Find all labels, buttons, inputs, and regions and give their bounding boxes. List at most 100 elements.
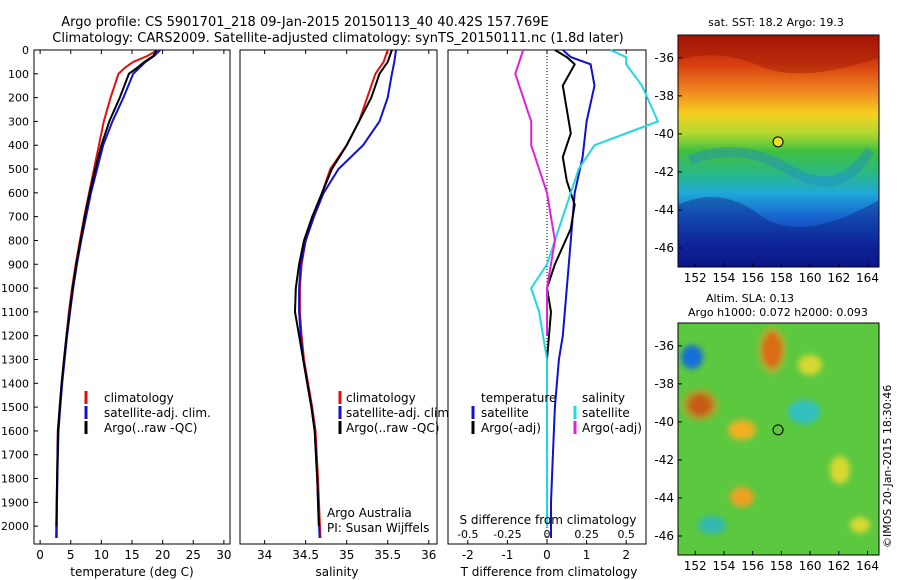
legend-label-t-argo: Argo(-adj) (481, 421, 541, 435)
x-tick-label: 10 (94, 548, 109, 562)
s-tick-label: 0.25 (574, 528, 599, 541)
lat-tick-label: -38 (654, 377, 674, 391)
series-line-3 (514, 49, 556, 336)
s-tick-label: 0.5 (617, 528, 635, 541)
x-tick-label: 15 (124, 548, 139, 562)
sst-map-title: sat. SST: 18.2 Argo: 19.3 (708, 16, 844, 29)
difference-xlabel: T difference from climatology (460, 565, 638, 579)
y-tick-label: 1500 (1, 401, 29, 414)
legend-title-salinity: salinity (582, 391, 625, 405)
lat-tick-label: -46 (654, 529, 674, 543)
legend-label-climatology: climatology (346, 391, 416, 405)
temperature-lines (55, 49, 161, 539)
x-tick-label: 2 (622, 548, 630, 562)
difference-legend: temperature satellite Argo(-adj) salinit… (471, 391, 642, 435)
y-tick-label: 600 (8, 187, 29, 200)
lon-tick-label: 164 (856, 559, 879, 573)
x-tick-label: 25 (186, 548, 201, 562)
x-tick-label: 35 (339, 548, 354, 562)
argo-position-marker (772, 136, 784, 148)
sst-map-field (677, 34, 880, 268)
sst-map-texture (678, 35, 879, 267)
salinity-lines (293, 49, 397, 539)
y-tick-label: 200 (8, 92, 29, 105)
difference-s-ticklabels: -0.5 -0.25 0 0.25 0.5 (457, 528, 635, 541)
salinity-legend: climatology satellite-adj. clim. Argo(..… (338, 391, 453, 435)
x-tick-label: -1 (501, 548, 513, 562)
x-tick-label: 34.5 (292, 548, 319, 562)
legend-label-s-satellite: satellite (582, 406, 630, 420)
y-tick-label: 100 (8, 68, 29, 81)
lon-tick-label: 162 (827, 559, 850, 573)
imos-timestamp-credit: ©IMOS 20-Jan-2015 18:30:46 (881, 385, 894, 548)
temperature-legend: climatology satellite-adj. clim. Argo(..… (84, 391, 211, 435)
series-line-2 (55, 49, 158, 527)
sla-map-eddies (681, 326, 870, 534)
temperature-xticks: 0 5 10 15 20 25 30 (36, 50, 232, 562)
salinity-panel: 34 34.5 35 35.5 36 salinity climatology sate… (239, 49, 453, 579)
legend-label-t-satellite: satellite (481, 406, 529, 420)
y-tick-label: 1100 (1, 306, 29, 319)
lon-tick-label: 152 (684, 559, 707, 573)
x-tick-label: 30 (216, 548, 231, 562)
y-tick-label: 1000 (1, 282, 29, 295)
sst-map-xticks: 152 154 156 158 160 162 164 (684, 263, 879, 285)
s-tick-label: -0.25 (493, 528, 521, 541)
difference-panel: -2 -1 0 1 2 -0.5 -0.25 0 0.25 0.5 S difference f… (447, 49, 660, 579)
y-tick-label: 1900 (1, 496, 29, 509)
y-tick-label: 1300 (1, 353, 29, 366)
x-tick-label: 34 (257, 548, 272, 562)
lat-tick-label: -42 (654, 453, 674, 467)
credit-argo-australia: Argo Australia (327, 506, 412, 520)
sst-map-yticks: -36 -38 -40 -42 -44 -46 (654, 51, 682, 255)
x-tick-label: -2 (462, 548, 474, 562)
legend-label-satellite: satellite-adj. clim. (346, 406, 453, 420)
s-tick-label: -0.5 (457, 528, 478, 541)
header-line2: Climatology: CARS2009. Satellite-adjuste… (52, 31, 624, 46)
y-tick-label: 400 (8, 139, 29, 152)
difference-xlabel-top: S difference from climatology (460, 513, 637, 527)
lon-tick-label: 160 (799, 559, 822, 573)
lat-tick-label: -44 (654, 491, 674, 505)
y-tick-label: 1700 (1, 449, 29, 462)
y-tick-label: 2000 (1, 520, 29, 533)
y-tick-label: 1600 (1, 425, 29, 438)
s-tick-label: 0 (544, 528, 551, 541)
lon-tick-label: 158 (770, 559, 793, 573)
legend-label-s-argo: Argo(-adj) (582, 421, 642, 435)
legend-label-satellite: satellite-adj. clim. (104, 406, 211, 420)
temperature-axes-frame (33, 49, 231, 545)
lat-tick-label: -40 (654, 415, 674, 429)
lat-tick-label: -42 (654, 165, 674, 179)
sst-map-panel: sat. SST: 18.2 Argo: 19.3 152 154 156 158 16… (654, 16, 880, 285)
y-tick-label: 1800 (1, 473, 29, 486)
lon-tick-label: 162 (827, 271, 850, 285)
y-tick-label: 900 (8, 258, 29, 271)
legend-title-temperature: temperature (481, 391, 556, 405)
temperature-xlabel: temperature (deg C) (70, 565, 193, 579)
lat-tick-label: -46 (654, 241, 674, 255)
salinity-xticks: 34 34.5 35 35.5 36 (257, 50, 436, 562)
x-tick-label: 5 (67, 548, 75, 562)
legend-label-argo: Argo(..raw -QC) (104, 421, 197, 435)
lon-tick-label: 152 (684, 271, 707, 285)
lat-tick-label: -38 (654, 89, 674, 103)
series-line-2 (530, 49, 660, 527)
x-tick-label: 0 (543, 548, 551, 562)
y-tick-label: 800 (8, 234, 29, 247)
sla-map-yticks: -36 -38 -40 -42 -44 -46 (654, 339, 682, 543)
lat-tick-label: -44 (654, 203, 674, 217)
lon-tick-label: 164 (856, 271, 879, 285)
lon-tick-label: 158 (770, 271, 793, 285)
difference-lines (514, 49, 660, 538)
x-tick-label: 0 (36, 548, 44, 562)
lat-tick-label: -40 (654, 127, 674, 141)
legend-label-argo: Argo(..raw -QC) (346, 421, 439, 435)
lon-tick-label: 156 (741, 271, 764, 285)
series-line-2 (293, 49, 393, 527)
y-tick-label: 500 (8, 163, 29, 176)
y-tick-label: 0 (22, 44, 29, 57)
x-tick-label: 1 (583, 548, 591, 562)
lon-tick-label: 154 (712, 271, 735, 285)
